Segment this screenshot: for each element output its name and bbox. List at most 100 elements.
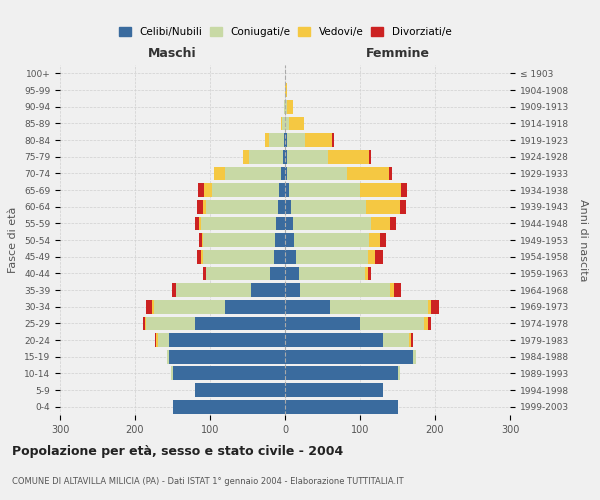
Bar: [225, 300, 285, 314]
Bar: [167, 350, 169, 364]
Bar: [285, 116, 289, 130]
Bar: [285, 150, 287, 164]
Y-axis label: Fasce di età: Fasce di età: [8, 207, 19, 273]
Bar: [214, 166, 225, 180]
Bar: [413, 350, 416, 364]
Bar: [285, 200, 291, 213]
Bar: [201, 250, 203, 264]
Bar: [285, 216, 293, 230]
Bar: [360, 183, 401, 197]
Bar: [249, 150, 283, 164]
Bar: [195, 383, 285, 397]
Bar: [285, 183, 289, 197]
Bar: [289, 116, 304, 130]
Bar: [251, 283, 285, 297]
Bar: [424, 316, 427, 330]
Bar: [212, 183, 279, 197]
Bar: [285, 300, 330, 314]
Bar: [285, 250, 296, 264]
Bar: [380, 233, 386, 247]
Bar: [427, 300, 431, 314]
Bar: [206, 200, 277, 213]
Legend: Celibi/Nubili, Coniugati/e, Vedovi/e, Divorziati/e: Celibi/Nubili, Coniugati/e, Vedovi/e, Di…: [116, 24, 454, 39]
Bar: [284, 100, 285, 114]
Bar: [287, 100, 293, 114]
Bar: [282, 116, 285, 130]
Bar: [195, 316, 285, 330]
Bar: [172, 283, 176, 297]
Bar: [157, 333, 169, 347]
Bar: [287, 133, 305, 147]
Y-axis label: Anni di nascita: Anni di nascita: [578, 198, 589, 281]
Bar: [270, 266, 285, 280]
Text: Maschi: Maschi: [148, 47, 197, 60]
Bar: [389, 166, 392, 180]
Bar: [198, 183, 204, 197]
Bar: [367, 250, 375, 264]
Bar: [285, 133, 287, 147]
Bar: [360, 316, 424, 330]
Bar: [203, 233, 275, 247]
Bar: [285, 233, 294, 247]
Bar: [143, 316, 145, 330]
Bar: [390, 216, 396, 230]
Bar: [152, 300, 154, 314]
Bar: [203, 266, 205, 280]
Bar: [330, 300, 427, 314]
Bar: [269, 133, 284, 147]
Bar: [169, 333, 285, 347]
Bar: [293, 216, 371, 230]
Bar: [383, 333, 409, 347]
Bar: [328, 150, 369, 164]
Bar: [287, 150, 328, 164]
Bar: [285, 333, 383, 347]
Bar: [204, 183, 212, 197]
Bar: [285, 83, 287, 97]
Bar: [275, 233, 285, 247]
Bar: [347, 166, 389, 180]
Bar: [225, 166, 281, 180]
Bar: [294, 233, 369, 247]
Bar: [199, 233, 202, 247]
Bar: [274, 250, 285, 264]
Bar: [197, 200, 203, 213]
Bar: [173, 400, 285, 413]
Text: Femmine: Femmine: [365, 47, 430, 60]
Text: COMUNE DI ALTAVILLA MILICIA (PA) - Dati ISTAT 1° gennaio 2004 - Elaborazione TUT: COMUNE DI ALTAVILLA MILICIA (PA) - Dati …: [12, 478, 404, 486]
Bar: [285, 383, 383, 397]
Bar: [205, 266, 206, 280]
Bar: [201, 216, 276, 230]
Bar: [331, 133, 334, 147]
Bar: [394, 283, 401, 297]
Bar: [296, 250, 367, 264]
Bar: [390, 283, 394, 297]
Bar: [369, 233, 380, 247]
Bar: [299, 266, 365, 280]
Bar: [369, 150, 371, 164]
Bar: [401, 183, 407, 197]
Bar: [285, 266, 299, 280]
Bar: [145, 316, 146, 330]
Bar: [156, 333, 157, 347]
Bar: [411, 333, 413, 347]
Bar: [277, 200, 285, 213]
Bar: [195, 216, 199, 230]
Bar: [365, 266, 368, 280]
Bar: [169, 350, 285, 364]
Bar: [400, 200, 406, 213]
Bar: [431, 300, 439, 314]
Bar: [285, 283, 300, 297]
Bar: [285, 100, 287, 114]
Bar: [176, 283, 251, 297]
Bar: [291, 200, 366, 213]
Bar: [281, 166, 285, 180]
Bar: [285, 316, 360, 330]
Bar: [146, 300, 152, 314]
Bar: [287, 166, 347, 180]
Bar: [409, 333, 411, 347]
Bar: [203, 200, 206, 213]
Bar: [285, 400, 398, 413]
Bar: [203, 250, 274, 264]
Bar: [155, 333, 156, 347]
Bar: [202, 233, 203, 247]
